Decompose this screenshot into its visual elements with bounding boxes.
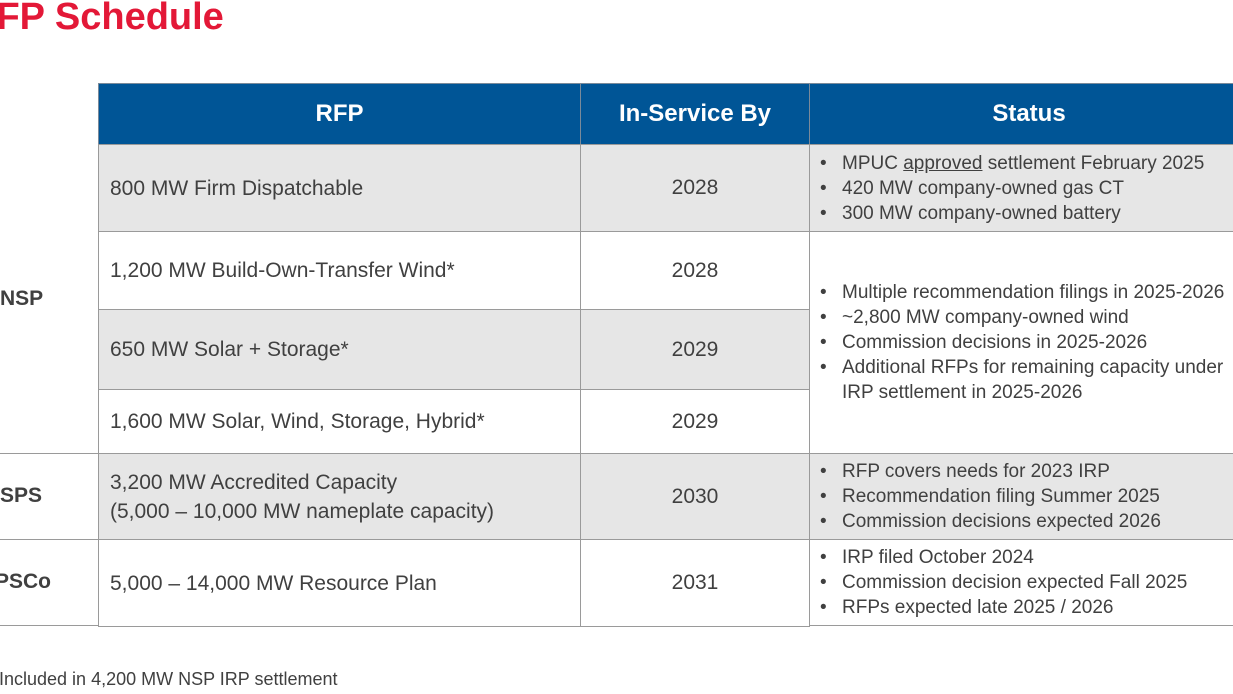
rfp-line: 3,200 MW Accredited Capacity xyxy=(110,470,398,494)
group-label: PSCo xyxy=(0,570,52,593)
in-service-year: 2028 xyxy=(671,258,719,282)
rfp-line: 1,200 MW Build-Own-Transfer Wind* xyxy=(110,259,455,282)
in-service-year: 2028 xyxy=(671,176,719,199)
status-item: Multiple recommendation filings in 2025-… xyxy=(819,280,1233,305)
status-item: Commission decision expected Fall 2025 xyxy=(819,570,1233,595)
rfp-text: 5,000 – 14,000 MW Resource Plan xyxy=(110,569,437,598)
status-list: IRP filed October 2024Commission decisio… xyxy=(819,545,1233,620)
status-cell: IRP filed October 2024Commission decisio… xyxy=(809,539,1233,626)
in-service-cell: 2028 xyxy=(580,231,810,310)
in-service-year: 2030 xyxy=(671,484,719,508)
in-service-cell: 2030 xyxy=(580,453,810,540)
rfp-text: 3,200 MW Accredited Capacity (5,000 – 10,… xyxy=(110,468,494,526)
rfp-text: 800 MW Firm Dispatchable xyxy=(110,174,363,203)
in-service-year: 2031 xyxy=(671,571,719,594)
header-text: Status xyxy=(992,100,1066,127)
in-service-cell: 2029 xyxy=(580,389,810,454)
status-item: IRP filed October 2024 xyxy=(819,545,1233,570)
group-cell: NSP xyxy=(0,144,98,454)
header-cell: RFP xyxy=(98,83,581,145)
status-item: Commission decisions in 2025-2026 xyxy=(819,330,1233,355)
header-cell: In-Service By xyxy=(580,83,810,145)
in-service-year: 2029 xyxy=(671,409,719,433)
in-service-cell: 2029 xyxy=(580,309,810,390)
header-text: In-Service By xyxy=(618,100,772,127)
status-item: 300 MW company-owned battery xyxy=(819,201,1233,226)
status-list: MPUC approved settlement February 202542… xyxy=(819,151,1233,226)
status-text: MPUC xyxy=(842,152,898,174)
rfp-cell: 1,600 MW Solar, Wind, Storage, Hybrid* xyxy=(98,389,581,454)
status-cell: MPUC approved settlement February 202542… xyxy=(809,144,1233,232)
rfp-line: 800 MW Firm Dispatchable xyxy=(110,176,364,200)
status-list: Multiple recommendation filings in 2025-… xyxy=(819,280,1233,405)
footnote: * Included in 4,200 MW NSP IRP settlemen… xyxy=(0,669,338,689)
in-service-cell: 2028 xyxy=(580,144,810,232)
status-item: RFP covers needs for 2023 IRP xyxy=(819,459,1233,484)
rfp-line: 650 MW Solar + Storage* xyxy=(110,338,349,361)
rfp-line: 1,600 MW Solar, Wind, Storage, Hybrid* xyxy=(110,410,485,433)
rfp-text: 650 MW Solar + Storage* xyxy=(110,335,349,364)
rfp-text: 1,200 MW Build-Own-Transfer Wind* xyxy=(110,256,455,285)
status-list: RFP covers needs for 2023 IRPRecommendat… xyxy=(819,459,1233,534)
status-text: settlement February 2025 xyxy=(987,152,1205,174)
status-cell: Multiple recommendation filings in 2025-… xyxy=(809,231,1233,454)
header-text: RFP xyxy=(315,100,364,127)
status-item: Recommendation filing Summer 2025 xyxy=(819,484,1233,509)
status-item: 420 MW company-owned gas CT xyxy=(819,176,1233,201)
status-underlined: approved xyxy=(903,152,983,174)
status-item: Commission decisions expected 2026 xyxy=(819,509,1233,534)
in-service-year: 2029 xyxy=(671,337,719,361)
rfp-text: 1,600 MW Solar, Wind, Storage, Hybrid* xyxy=(110,407,485,436)
status-item: Additional RFPs for remaining capacity u… xyxy=(819,355,1233,405)
group-label: NSP xyxy=(0,286,44,310)
rfp-line: 5,000 – 14,000 MW Resource Plan xyxy=(110,571,437,595)
rfp-cell: 1,200 MW Build-Own-Transfer Wind* xyxy=(98,231,581,310)
rfp-cell: 800 MW Firm Dispatchable xyxy=(98,144,581,232)
group-label: SPS xyxy=(0,484,43,507)
rfp-cell: 3,200 MW Accredited Capacity (5,000 – 10,… xyxy=(98,453,581,540)
rfp-cell: 650 MW Solar + Storage* xyxy=(98,309,581,390)
group-cell: SPS xyxy=(0,453,98,540)
status-item: RFPs expected late 2025 / 2026 xyxy=(819,595,1233,620)
header-cell: Status xyxy=(809,83,1233,145)
group-cell: PSCo xyxy=(0,539,98,626)
rfp-cell: 5,000 – 14,000 MW Resource Plan xyxy=(98,539,581,627)
status-cell: RFP covers needs for 2023 IRPRecommendat… xyxy=(809,453,1233,540)
page-title: RFP Schedule xyxy=(0,0,224,38)
in-service-cell: 2031 xyxy=(580,539,810,627)
status-item: ~2,800 MW company-owned wind xyxy=(819,305,1233,330)
status-item: MPUC approved settlement February 2025 xyxy=(819,151,1233,176)
rfp-line: (5,000 – 10,000 MW nameplate capacity) xyxy=(110,499,495,523)
